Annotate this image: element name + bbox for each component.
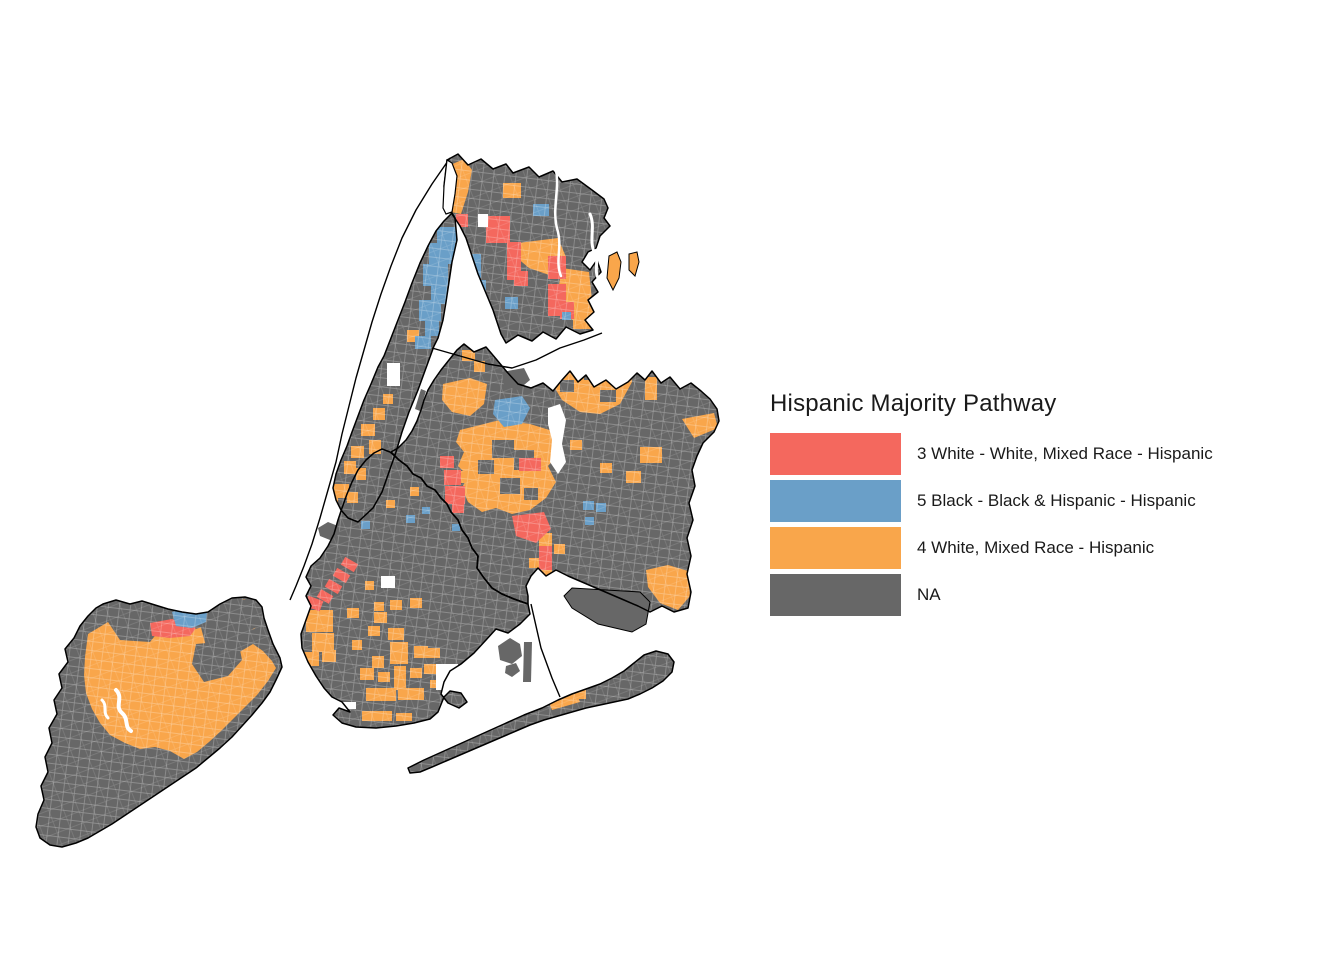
east-river-sound-border xyxy=(431,332,603,369)
boundary-lines-layer xyxy=(289,157,603,698)
legend-label-4: 4 White, Mixed Race - Hispanic xyxy=(917,538,1155,557)
si-creek-1 xyxy=(114,688,133,733)
legend-swatch-orange xyxy=(770,527,901,569)
brooklyn-queens-border xyxy=(390,451,529,605)
hart-island xyxy=(628,251,640,277)
legend-row-na: NA xyxy=(770,574,1344,616)
legend-row-5: 5 Black - Black & Hispanic - Hispanic xyxy=(770,480,1344,522)
broad-channel xyxy=(523,642,532,682)
islands-layer xyxy=(318,251,651,682)
legend-label-3: 3 White - White, Mixed Race - Hispanic xyxy=(917,444,1213,463)
outline-rockaway xyxy=(407,650,675,774)
legend-label-5: 5 Black - Black & Hispanic - Hispanic xyxy=(917,491,1196,510)
governors-island xyxy=(318,522,340,540)
hudson-boundary xyxy=(289,157,451,601)
legend-title: Hispanic Majority Pathway xyxy=(770,390,1057,417)
legend-row-4: 4 White, Mixed Race - Hispanic xyxy=(770,527,1344,569)
city-island xyxy=(606,251,622,292)
legend: Hispanic Majority Pathway 3 White - Whit… xyxy=(770,390,1344,621)
legend-row-3: 3 White - White, Mixed Race - Hispanic xyxy=(770,433,1344,475)
tract-patch xyxy=(473,302,490,322)
jamaica-bay-island-1 xyxy=(498,638,522,664)
legend-swatch-red xyxy=(770,433,901,475)
hutchinson-river xyxy=(588,212,600,280)
legend-swatch-blue xyxy=(770,480,901,522)
legend-label-na: NA xyxy=(917,585,941,604)
outline-manhattan xyxy=(332,212,458,523)
rivers-layer xyxy=(100,168,600,733)
bronx-river xyxy=(554,168,563,278)
outline-staten-island xyxy=(35,596,283,848)
jfk-airport xyxy=(563,587,651,633)
roosevelt-island xyxy=(415,389,426,411)
si-creek-2 xyxy=(100,698,110,720)
jamaica-bay-island-2 xyxy=(505,663,520,677)
legend-swatch-gray xyxy=(770,574,901,616)
tract-patch xyxy=(327,505,335,513)
outline-bronx xyxy=(443,153,611,344)
jamaica-bay-border xyxy=(530,603,561,698)
riverdale-shore-sliver xyxy=(442,159,458,215)
